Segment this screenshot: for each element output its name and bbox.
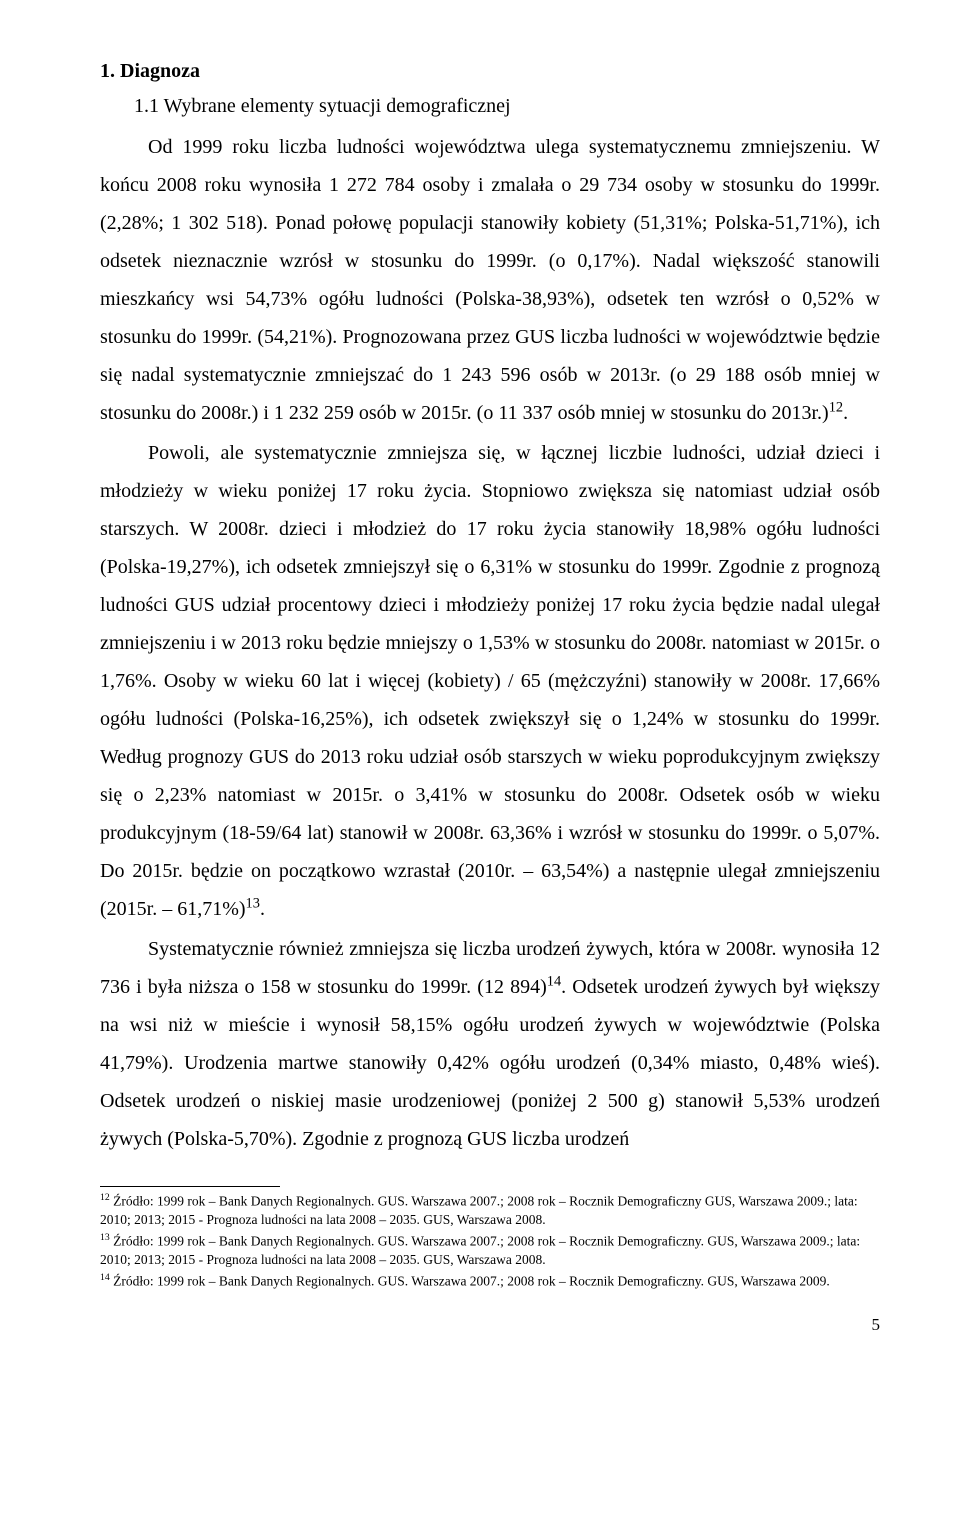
footnote-12-text: Źródło: 1999 rok – Bank Danych Regionaln… xyxy=(100,1194,858,1227)
superscript-12: 12 xyxy=(829,399,843,415)
paragraph-1: Od 1999 roku liczba ludności województwa… xyxy=(100,128,880,432)
footnote-12: 12 Źródło: 1999 rok – Bank Danych Region… xyxy=(100,1191,880,1229)
paragraph-1-text-b: . xyxy=(843,402,848,424)
paragraph-2: Powoli, ale systematycznie zmniejsza się… xyxy=(100,434,880,928)
heading-1: 1. Diagnoza xyxy=(100,60,880,83)
footnote-14: 14 Źródło: 1999 rok – Bank Danych Region… xyxy=(100,1271,880,1291)
paragraph-1-text-a: Od 1999 roku liczba ludności województwa… xyxy=(100,136,880,424)
paragraph-2-text-a: Powoli, ale systematycznie zmniejsza się… xyxy=(100,442,880,920)
heading-1-1: 1.1 Wybrane elementy sytuacji demografic… xyxy=(134,95,880,118)
footnote-13: 13 Źródło: 1999 rok – Bank Danych Region… xyxy=(100,1231,880,1269)
footnote-13-num: 13 xyxy=(100,1232,110,1243)
footnote-12-num: 12 xyxy=(100,1192,110,1203)
page-number: 5 xyxy=(100,1315,880,1335)
superscript-13: 13 xyxy=(246,895,260,911)
paragraph-3-text-b: . Odsetek urodzeń żywych był większy na … xyxy=(100,976,880,1150)
paragraph-2-text-b: . xyxy=(260,898,265,920)
footnote-14-num: 14 xyxy=(100,1272,110,1283)
footnote-separator xyxy=(100,1186,280,1187)
footnote-14-text: Źródło: 1999 rok – Bank Danych Regionaln… xyxy=(110,1273,830,1288)
superscript-14: 14 xyxy=(547,973,561,989)
paragraph-3: Systematycznie również zmniejsza się lic… xyxy=(100,930,880,1158)
footnote-13-text: Źródło: 1999 rok – Bank Danych Regionaln… xyxy=(100,1233,860,1266)
